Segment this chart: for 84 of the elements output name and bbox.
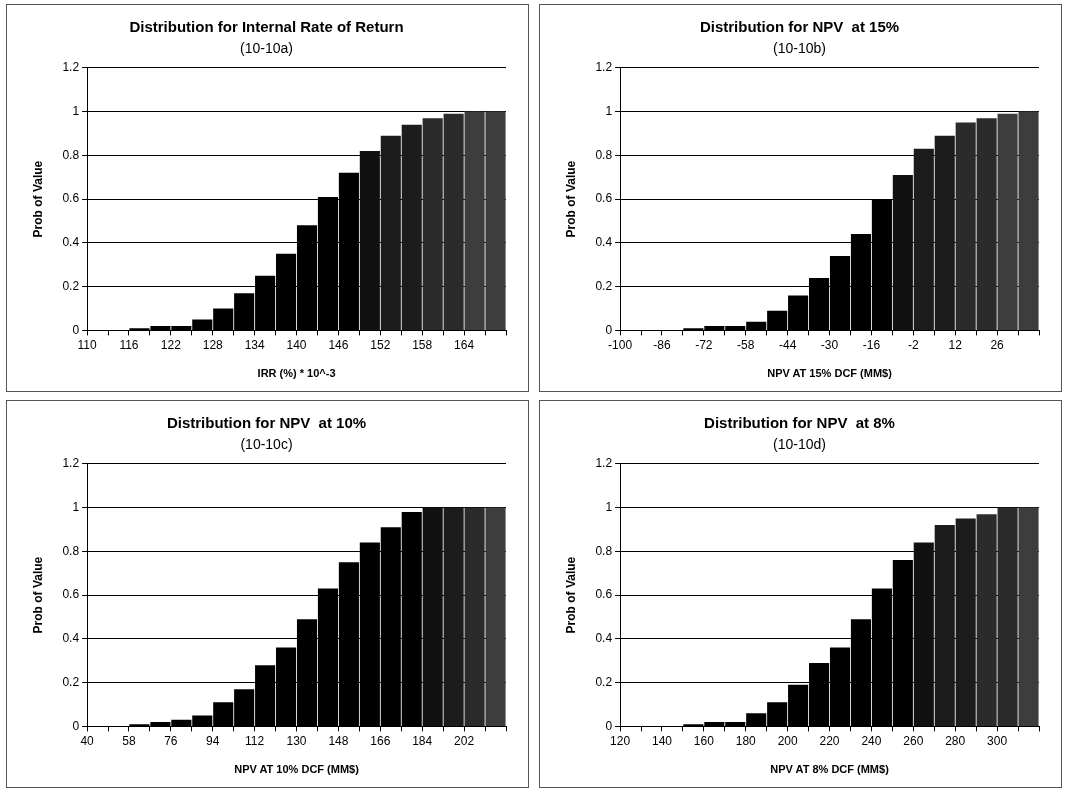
chart-title: Distribution for NPV at 15% (699, 18, 900, 36)
chart-subtitle: (10-10c) (240, 436, 293, 453)
y-tick-label: 0 (605, 718, 613, 733)
x-tick-label: 128 (202, 337, 224, 352)
x-tick-label: 166 (370, 733, 391, 748)
x-tick-label: 120 (610, 733, 631, 748)
y-axis-title: Prob of Value (30, 556, 45, 634)
y-tick-label: 0 (72, 322, 80, 337)
y-axis-title: Prob of Value (30, 160, 45, 238)
y-tick-label: 1.2 (595, 60, 613, 75)
x-axis-title: NPV AT 15% DCF (MM$) (767, 367, 893, 380)
y-tick-label: 1 (605, 499, 613, 514)
x-tick-label: 220 (819, 733, 840, 748)
x-tick-label: 140 (286, 337, 307, 352)
y-tick-label: 0.8 (595, 543, 613, 558)
x-tick-label: 260 (903, 733, 924, 748)
y-tick-label: 0.2 (62, 674, 80, 689)
x-axis-title: NPV AT 8% DCF (MM$) (770, 763, 890, 776)
x-tick-label: 152 (370, 337, 391, 352)
y-tick-label: 0.6 (62, 587, 80, 602)
x-tick-label: 140 (651, 733, 673, 748)
y-axis-title: Prob of Value (563, 160, 578, 238)
x-tick-label: 300 (987, 733, 1008, 748)
x-tick-label: 280 (945, 733, 966, 748)
y-tick-label: 0.6 (62, 191, 80, 206)
x-tick-label: 164 (454, 337, 475, 352)
x-tick-label: -100 (608, 337, 633, 352)
y-tick-label: 1.2 (62, 60, 80, 75)
x-tick-label: 130 (286, 733, 307, 748)
y-tick-label: 0.8 (62, 147, 80, 162)
x-axis-title: NPV AT 10% DCF (MM$) (234, 763, 360, 776)
x-tick-label: 240 (861, 733, 882, 748)
x-tick-label: -16 (862, 337, 881, 352)
x-tick-label: 94 (206, 733, 220, 748)
x-tick-label: 26 (990, 337, 1005, 352)
y-tick-label: 0.8 (62, 543, 80, 558)
x-tick-label: -86 (653, 337, 671, 352)
y-tick-label: 0.2 (62, 278, 80, 293)
x-tick-label: 134 (244, 337, 265, 352)
y-tick-label: 0.2 (595, 674, 613, 689)
y-tick-label: 0.4 (595, 235, 613, 250)
y-tick-label: 1 (605, 103, 613, 118)
chart-title: Distribution for NPV at 8% (704, 414, 895, 432)
chart-subtitle: (10-10a) (240, 40, 293, 57)
y-tick-label: 0.6 (595, 587, 613, 602)
y-tick-label: 0.4 (595, 631, 613, 646)
x-tick-label: -44 (778, 337, 797, 352)
y-tick-label: 0.2 (595, 278, 613, 293)
x-tick-label: 122 (160, 337, 182, 352)
y-tick-label: 1 (72, 499, 80, 514)
x-tick-label: 12 (948, 337, 963, 352)
x-tick-label: -2 (907, 337, 919, 352)
chart-subtitle: (10-10d) (773, 436, 826, 453)
y-tick-label: 1.2 (62, 456, 80, 471)
x-tick-label: 146 (328, 337, 349, 352)
x-tick-label: 40 (80, 733, 95, 748)
y-tick-label: 0.4 (62, 235, 80, 250)
x-tick-label: 160 (693, 733, 715, 748)
x-tick-label: 116 (119, 337, 139, 352)
x-tick-label: -72 (695, 337, 713, 352)
y-tick-label: 0 (72, 718, 80, 733)
chart-title: Distribution for Internal Rate of Return (129, 18, 404, 36)
chart-subtitle: (10-10b) (773, 40, 826, 57)
x-tick-label: 58 (122, 733, 136, 748)
y-tick-label: 0 (605, 322, 613, 337)
y-axis-title: Prob of Value (563, 556, 578, 634)
x-tick-label: 76 (164, 733, 178, 748)
x-tick-label: 200 (777, 733, 798, 748)
x-tick-label: -30 (820, 337, 839, 352)
y-tick-label: 0.6 (595, 191, 613, 206)
x-tick-label: 184 (412, 733, 433, 748)
x-tick-label: 202 (454, 733, 475, 748)
chart-title: Distribution for NPV at 10% (166, 414, 367, 432)
x-tick-label: 180 (735, 733, 757, 748)
y-tick-label: 1 (72, 103, 80, 118)
x-tick-label: 158 (412, 337, 433, 352)
x-tick-label: 110 (77, 337, 97, 352)
x-tick-label: 148 (328, 733, 349, 748)
y-tick-label: 0.8 (595, 147, 613, 162)
x-tick-label: 112 (245, 733, 265, 748)
x-axis-title: IRR (%) * 10^-3 (257, 367, 336, 380)
x-tick-label: -58 (737, 337, 755, 352)
y-tick-label: 1.2 (595, 456, 613, 471)
y-tick-label: 0.4 (62, 631, 80, 646)
